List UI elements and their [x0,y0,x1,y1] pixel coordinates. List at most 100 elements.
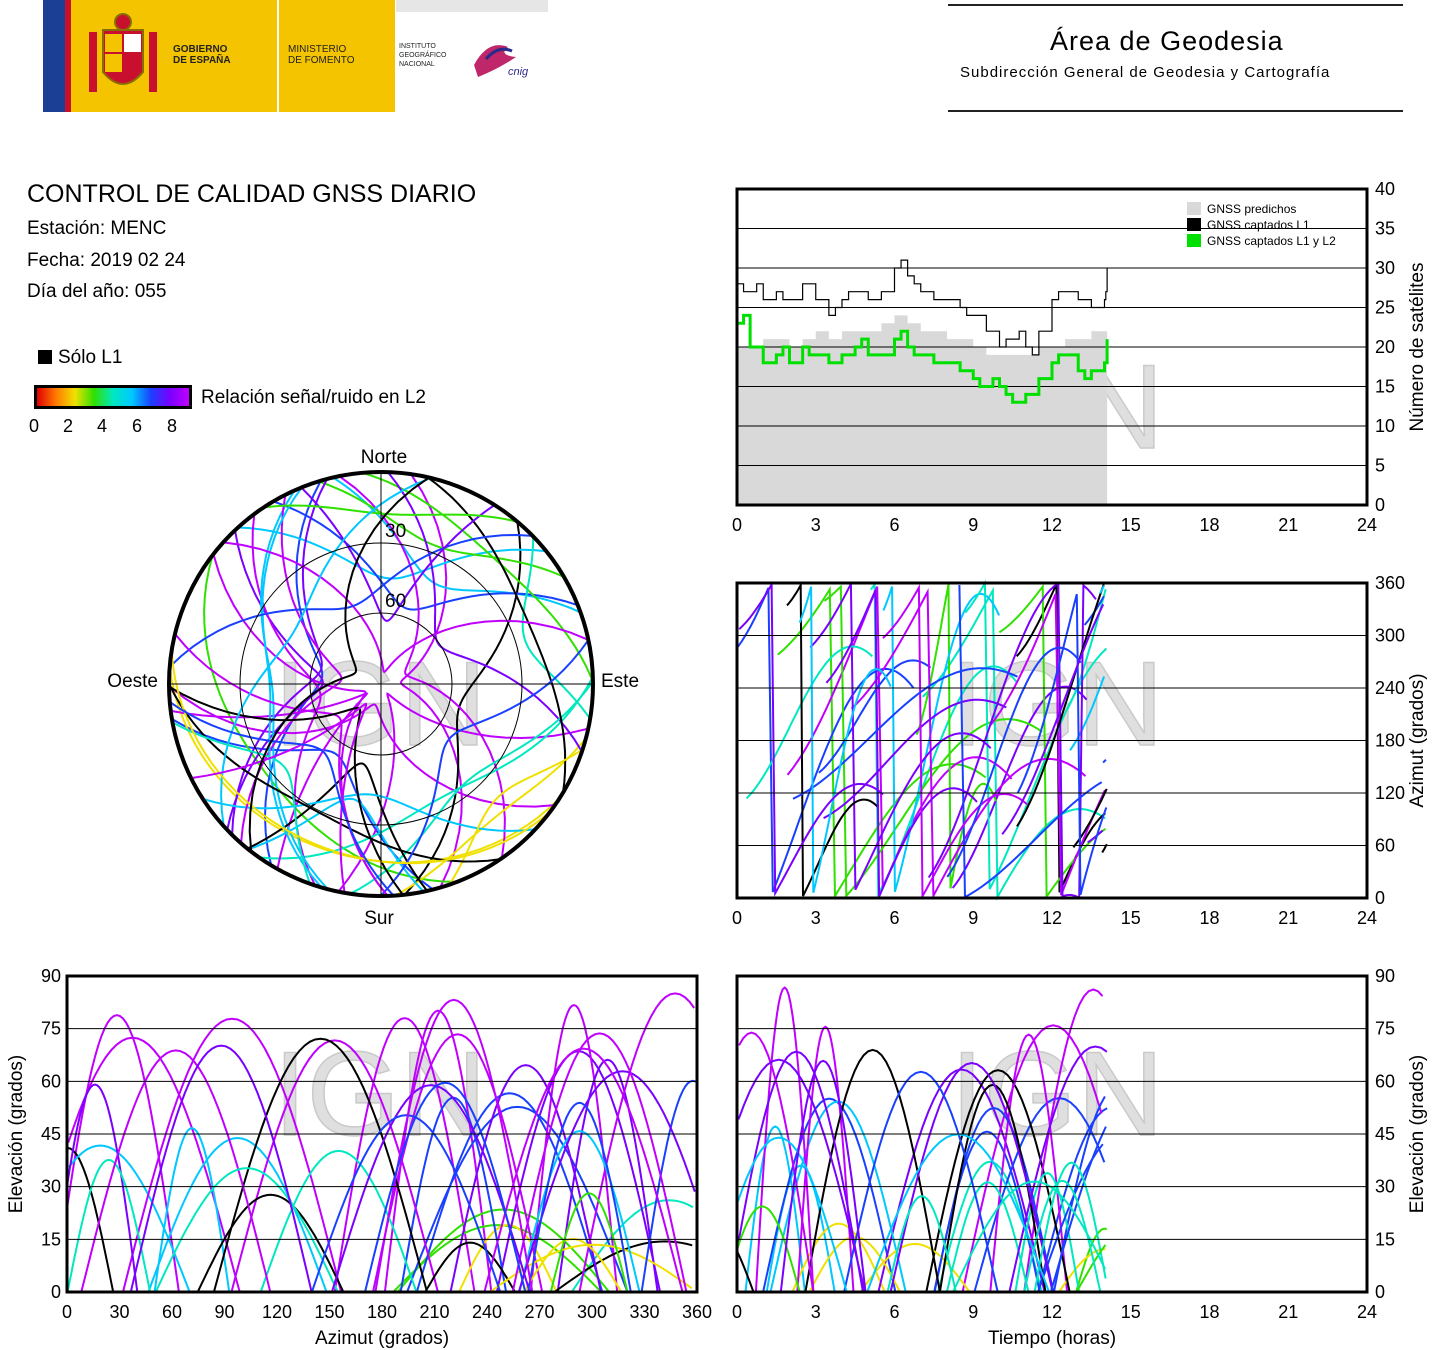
y-tick-label: 90 [41,966,61,986]
skyplot-track [263,480,324,866]
elevation-time-track [1008,1045,1108,1293]
ign-text: INSTITUTO GEOGRÁFICO NACIONAL [399,43,447,68]
elevation-time-track [886,1195,957,1293]
elevation-time-track [1049,1126,1107,1293]
y-tick-label: 30 [41,1177,61,1197]
azimuth-track [809,583,992,891]
y-tick-label: 60 [41,1071,61,1091]
skyplot-track [260,489,329,890]
legend-swatch [1187,218,1201,231]
x-tick-label: 240 [472,1302,502,1322]
skyplot-track [169,683,501,863]
azimuth-tracks [736,579,1108,901]
y-tick-label: 60 [1375,836,1395,856]
area-subtitle: Subdirección General de Geodesia y Carto… [960,64,1331,81]
elevation-azimuth-track [129,1044,313,1293]
legend-swatch [1187,234,1201,247]
date-label: Fecha: 2019 02 24 [27,250,186,271]
y-tick-label: 40 [1375,179,1395,199]
y-axis-title: Azimut (grados) [1407,673,1428,807]
y-tick-label: 30 [1375,258,1395,278]
elevation-azimuth-track [449,1064,602,1293]
y-tick-label: 15 [1375,377,1395,397]
elevation-azimuth-track [259,1149,418,1293]
skyplot-track [261,486,323,889]
x-tick-label: 150 [314,1302,344,1322]
snr-label: Relación señal/ruido en L2 [201,387,426,408]
header: GOBIERNO DE ESPAÑA MINISTERIO DE FOMENTO… [0,0,1445,130]
azimuth-track [921,586,1106,901]
elevation-time-track [736,1205,801,1293]
azimuth-track [989,593,1106,896]
azimuth-track [825,590,978,898]
legend-l1-label: Sólo L1 [58,347,123,368]
elevation-time-track [737,1050,864,1293]
skyplot-track [521,536,591,720]
elevation-time-track [859,1242,971,1293]
gobierno-text: GOBIERNO DE ESPAÑA [173,44,231,66]
azimuth-track [998,583,1107,900]
cnig-logo-icon: cnig [474,45,529,78]
snr-tick: 0 [29,416,40,436]
ign-bar [396,0,548,12]
skyplot-track [300,486,496,622]
y-tick-label: 240 [1375,678,1405,698]
x-tick-label: 21 [1278,908,1298,928]
x-tick-label: 6 [889,1302,899,1322]
x-tick-label: 15 [1121,1302,1141,1322]
elevation-azimuth-track [80,1049,272,1293]
elevation-azimuth-track [364,1081,527,1293]
ministerio-logo: MINISTERIO DE FOMENTO [279,0,395,112]
skyplot-track [251,513,322,886]
x-axis-title: Azimut (grados) [315,1328,449,1349]
y-tick-label: 75 [41,1019,61,1039]
skyplot-track [263,504,518,523]
red-stripe [65,0,71,112]
elevation-azimuth-track [230,1039,439,1293]
elevation-azimuth-track [68,1144,191,1293]
snr-tick: 2 [63,416,74,436]
elevation-time-track [925,1069,1071,1293]
skyplot-track [169,533,533,668]
skyplot-track [231,478,328,835]
elevation-time-track [762,1097,897,1293]
y-tick-label: 75 [1375,1019,1395,1039]
elevation-azimuth-track [483,1047,684,1293]
x-tick-label: 300 [577,1302,607,1322]
skyplot-track [247,762,428,892]
skyplot-track [169,701,395,896]
x-tick-label: 60 [162,1302,182,1322]
elevation-azimuth-track [374,998,534,1293]
x-tick-label: 15 [1121,515,1141,535]
skyplot-horizon [167,470,595,898]
x-tick-label: 24 [1357,1302,1377,1322]
x-tick-label: 3 [811,515,821,535]
x-tick-label: 360 [682,1302,712,1322]
elevation-azimuth-track [67,1036,241,1293]
azimuth-track [1069,676,1106,751]
azimuth-track [1099,585,1105,594]
y-tick-label: 10 [1375,416,1395,436]
azimuth-track [1016,593,1108,896]
elevation-azimuth-chart: 0 15 30 45 60 75 90 0 30 60 90 120 150 180 210 240 270 30… [6,966,712,1349]
snr-tick: 4 [97,416,108,436]
legend-label: GNSS captados L1 [1207,218,1310,232]
x-tick-label: 180 [367,1302,397,1322]
azimuth-track [738,581,884,897]
elevation-azimuth-track [153,1127,231,1293]
x-tick-label: 21 [1278,1302,1298,1322]
elevation-time-track [877,1068,1046,1293]
elevation-azimuth-track [66,1158,151,1293]
azimuth-track [1087,829,1104,844]
elevation-azimuth-track [310,1114,502,1293]
plot-frame [735,581,1369,900]
skyplot-track [448,748,584,886]
azimuth-track [946,646,1082,878]
x-tick-label: 18 [1199,515,1219,535]
x-tick-label: 0 [62,1302,72,1322]
azimuth-track [1001,603,1105,835]
x-tick-label: 18 [1199,1302,1219,1322]
snr-tick: 8 [167,416,178,436]
snr-tick: 6 [132,416,143,436]
elevation-time-track [1033,1161,1107,1293]
